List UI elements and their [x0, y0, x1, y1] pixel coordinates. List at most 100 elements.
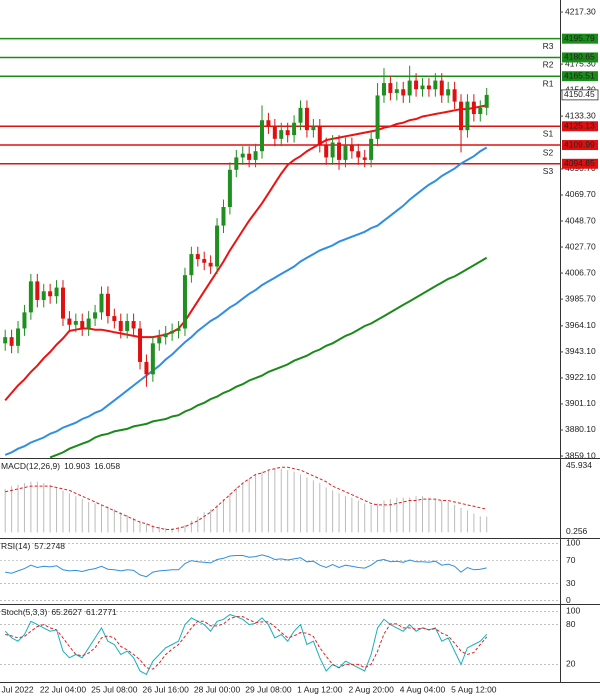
- candle-body: [138, 328, 143, 362]
- x-tick-label: 4 Aug 04:00: [400, 684, 446, 694]
- candle-body: [401, 89, 406, 96]
- x-tick-label: 20 Jul 2022: [0, 684, 34, 694]
- candle-body: [394, 89, 399, 93]
- y-tick-label: 100: [566, 606, 580, 616]
- y-tick-label: 3985.70: [565, 293, 596, 303]
- candle-body: [330, 142, 335, 158]
- indicator-line: [5, 466, 487, 530]
- candle-body: [28, 281, 33, 313]
- candle-body: [182, 275, 187, 329]
- candle-body: [208, 262, 213, 267]
- candle-body: [67, 318, 72, 325]
- y-tick-label: 3859.10: [565, 450, 596, 460]
- candle-body: [247, 153, 252, 160]
- candle-body: [478, 107, 483, 115]
- level-price-box: [562, 52, 598, 63]
- candle-body: [93, 312, 98, 319]
- candle-body: [41, 291, 46, 300]
- moving-average: [49, 256, 488, 459]
- candle-body: [349, 145, 354, 152]
- candle-body: [272, 126, 277, 139]
- y-tick-label: 3880.10: [565, 424, 596, 434]
- candle-body: [285, 130, 290, 136]
- indicator-name: Stoch(5,3,3): [1, 607, 47, 617]
- level-label: S3: [543, 166, 554, 176]
- candle-body: [266, 120, 271, 127]
- candle-body: [202, 259, 207, 263]
- candle-body: [311, 126, 316, 131]
- y-tick-label: 0: [566, 595, 571, 605]
- y-tick-label: 70: [566, 555, 576, 565]
- level-price-box: [562, 71, 598, 82]
- indicator-value: 65.2627: [51, 607, 82, 617]
- candle-body: [452, 89, 457, 102]
- level-price: 4165.51: [564, 70, 595, 80]
- x-tick-label: 1 Aug 12:00: [297, 684, 343, 694]
- candle-body: [176, 328, 181, 331]
- level-price: 4195.79: [564, 33, 595, 43]
- candle-body: [73, 321, 78, 325]
- y-tick-label: 45.934: [566, 460, 592, 470]
- candle-body: [407, 80, 412, 96]
- level-label: R3: [543, 41, 554, 51]
- candle-body: [304, 107, 309, 131]
- y-tick-label: 4048.70: [565, 215, 596, 225]
- candle-body: [381, 83, 386, 96]
- y-tick-label: 4006.70: [565, 267, 596, 277]
- candle-body: [426, 85, 431, 90]
- candle-body: [60, 287, 65, 319]
- x-tick-label: 26 Jul 16:00: [143, 684, 190, 694]
- indicator-line: [5, 554, 487, 578]
- level-label: R2: [543, 60, 554, 70]
- candle-body: [234, 157, 239, 170]
- candle-body: [362, 157, 367, 160]
- candle-body: [420, 85, 425, 90]
- level-label: S2: [543, 147, 554, 157]
- candle-body: [170, 330, 175, 334]
- candle-body: [439, 80, 444, 96]
- moving-average: [4, 104, 487, 402]
- candle-body: [9, 337, 14, 346]
- candle-body: [471, 101, 476, 115]
- candle-body: [112, 316, 117, 322]
- indicator-value: 16.058: [94, 461, 120, 471]
- y-tick-label: 4027.70: [565, 241, 596, 251]
- y-tick-label: 4154.30: [565, 84, 596, 94]
- candle-body: [260, 120, 264, 152]
- candle-body: [292, 122, 297, 136]
- y-tick-label: 100: [566, 538, 580, 548]
- level-price-box: [562, 140, 598, 151]
- candle-body: [465, 101, 470, 131]
- level-label: R1: [543, 78, 554, 88]
- level-price: 4180.65: [564, 52, 595, 62]
- candle-body: [324, 145, 329, 158]
- candle-body: [433, 80, 438, 90]
- level-price-box: [562, 158, 598, 169]
- level-price-box: [562, 33, 598, 44]
- indicator-line: [4, 614, 488, 676]
- y-tick-label: 3943.10: [565, 346, 596, 356]
- candle-body: [369, 138, 374, 160]
- indicator-title: Stoch(5,3,3) 65.2627 61.2771: [1, 607, 117, 617]
- candle-body: [414, 80, 419, 90]
- candle-body: [150, 343, 155, 375]
- candle-body: [459, 101, 464, 131]
- candle-body: [16, 328, 21, 346]
- candle-body: [388, 83, 393, 93]
- candle-body: [240, 153, 245, 158]
- candle-body: [195, 254, 200, 260]
- candle-body: [48, 291, 53, 297]
- candle-body: [163, 333, 168, 338]
- y-tick-label: 3922.10: [565, 372, 596, 382]
- candle-body: [337, 142, 342, 160]
- y-tick-label: 30: [566, 578, 576, 588]
- candle-body: [253, 151, 258, 160]
- y-tick-label: 4133.30: [565, 110, 596, 120]
- indicator-title: RSI(14) 57.2748: [1, 541, 65, 551]
- candle-body: [99, 293, 104, 313]
- level-price: 4094.85: [564, 158, 595, 168]
- candle-body: [86, 318, 91, 329]
- level-label: S1: [543, 129, 554, 139]
- current-price: 4150.45: [564, 89, 595, 99]
